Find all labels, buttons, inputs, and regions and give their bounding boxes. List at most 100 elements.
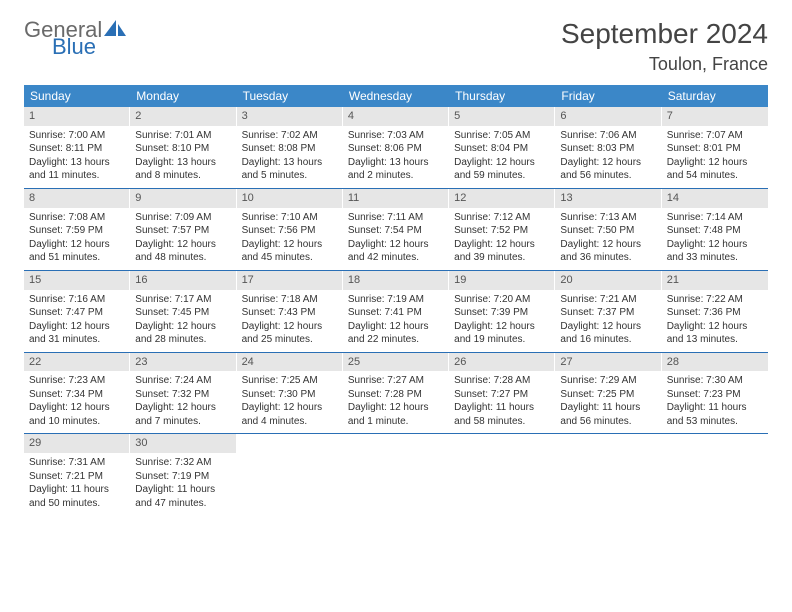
day-cell: 16Sunrise: 7:17 AMSunset: 7:45 PMDayligh…: [130, 271, 236, 352]
day-number: 7: [662, 107, 768, 126]
sunset-text: Sunset: 7:27 PM: [454, 388, 550, 402]
daylight-text: Daylight: 12 hours and 16 minutes.: [560, 320, 656, 347]
sunrise-text: Sunrise: 7:19 AM: [348, 293, 444, 307]
sunrise-text: Sunrise: 7:32 AM: [135, 456, 231, 470]
sunset-text: Sunset: 7:21 PM: [29, 470, 125, 484]
day-body: Sunrise: 7:21 AMSunset: 7:37 PMDaylight:…: [555, 290, 661, 352]
daylight-text: Daylight: 12 hours and 54 minutes.: [667, 156, 763, 183]
day-body: Sunrise: 7:17 AMSunset: 7:45 PMDaylight:…: [130, 290, 236, 352]
daylight-text: Daylight: 12 hours and 33 minutes.: [667, 238, 763, 265]
day-body: Sunrise: 7:10 AMSunset: 7:56 PMDaylight:…: [237, 208, 343, 270]
daylight-text: Daylight: 12 hours and 7 minutes.: [135, 401, 231, 428]
day-number: 2: [130, 107, 236, 126]
sunrise-text: Sunrise: 7:25 AM: [242, 374, 338, 388]
day-number: 27: [555, 353, 661, 372]
sunset-text: Sunset: 7:28 PM: [348, 388, 444, 402]
daylight-text: Daylight: 12 hours and 4 minutes.: [242, 401, 338, 428]
day-body: Sunrise: 7:02 AMSunset: 8:08 PMDaylight:…: [237, 126, 343, 188]
day-number: 9: [130, 189, 236, 208]
sunrise-text: Sunrise: 7:00 AM: [29, 129, 125, 143]
day-cell: 29Sunrise: 7:31 AMSunset: 7:21 PMDayligh…: [24, 434, 130, 515]
sunset-text: Sunset: 7:59 PM: [29, 224, 125, 238]
day-cell: 6Sunrise: 7:06 AMSunset: 8:03 PMDaylight…: [555, 107, 661, 188]
sunrise-text: Sunrise: 7:20 AM: [454, 293, 550, 307]
sunset-text: Sunset: 7:34 PM: [29, 388, 125, 402]
sunrise-text: Sunrise: 7:31 AM: [29, 456, 125, 470]
week-row: 15Sunrise: 7:16 AMSunset: 7:47 PMDayligh…: [24, 271, 768, 353]
day-body: Sunrise: 7:32 AMSunset: 7:19 PMDaylight:…: [130, 453, 236, 515]
day-cell: 10Sunrise: 7:10 AMSunset: 7:56 PMDayligh…: [237, 189, 343, 270]
sunset-text: Sunset: 7:37 PM: [560, 306, 656, 320]
sunrise-text: Sunrise: 7:13 AM: [560, 211, 656, 225]
sunrise-text: Sunrise: 7:05 AM: [454, 129, 550, 143]
day-cell: 8Sunrise: 7:08 AMSunset: 7:59 PMDaylight…: [24, 189, 130, 270]
day-cell: 14Sunrise: 7:14 AMSunset: 7:48 PMDayligh…: [662, 189, 768, 270]
sunrise-text: Sunrise: 7:14 AM: [667, 211, 763, 225]
sunset-text: Sunset: 8:03 PM: [560, 142, 656, 156]
day-body: Sunrise: 7:18 AMSunset: 7:43 PMDaylight:…: [237, 290, 343, 352]
daylight-text: Daylight: 12 hours and 31 minutes.: [29, 320, 125, 347]
sunrise-text: Sunrise: 7:22 AM: [667, 293, 763, 307]
sunset-text: Sunset: 8:06 PM: [348, 142, 444, 156]
sunset-text: Sunset: 7:52 PM: [454, 224, 550, 238]
day-cell: 9Sunrise: 7:09 AMSunset: 7:57 PMDaylight…: [130, 189, 236, 270]
week-row: 8Sunrise: 7:08 AMSunset: 7:59 PMDaylight…: [24, 189, 768, 271]
day-number: 18: [343, 271, 449, 290]
day-number: 15: [24, 271, 130, 290]
sunrise-text: Sunrise: 7:07 AM: [667, 129, 763, 143]
sunset-text: Sunset: 7:56 PM: [242, 224, 338, 238]
daylight-text: Daylight: 12 hours and 10 minutes.: [29, 401, 125, 428]
day-number: 12: [449, 189, 555, 208]
sunrise-text: Sunrise: 7:10 AM: [242, 211, 338, 225]
daylight-text: Daylight: 12 hours and 28 minutes.: [135, 320, 231, 347]
daylight-text: Daylight: 12 hours and 59 minutes.: [454, 156, 550, 183]
sunrise-text: Sunrise: 7:01 AM: [135, 129, 231, 143]
sunset-text: Sunset: 7:54 PM: [348, 224, 444, 238]
day-cell: 7Sunrise: 7:07 AMSunset: 8:01 PMDaylight…: [662, 107, 768, 188]
day-body: Sunrise: 7:27 AMSunset: 7:28 PMDaylight:…: [343, 371, 449, 433]
sunset-text: Sunset: 7:19 PM: [135, 470, 231, 484]
sunset-text: Sunset: 7:36 PM: [667, 306, 763, 320]
sunrise-text: Sunrise: 7:24 AM: [135, 374, 231, 388]
daylight-text: Daylight: 12 hours and 22 minutes.: [348, 320, 444, 347]
day-body: Sunrise: 7:31 AMSunset: 7:21 PMDaylight:…: [24, 453, 130, 515]
day-body: Sunrise: 7:30 AMSunset: 7:23 PMDaylight:…: [662, 371, 768, 433]
day-cell: 11Sunrise: 7:11 AMSunset: 7:54 PMDayligh…: [343, 189, 449, 270]
page-title: September 2024: [561, 18, 768, 50]
day-cell: 22Sunrise: 7:23 AMSunset: 7:34 PMDayligh…: [24, 353, 130, 434]
weekday-header: Wednesday: [343, 85, 449, 107]
sunrise-text: Sunrise: 7:21 AM: [560, 293, 656, 307]
day-cell: 27Sunrise: 7:29 AMSunset: 7:25 PMDayligh…: [555, 353, 661, 434]
sunset-text: Sunset: 7:39 PM: [454, 306, 550, 320]
sunrise-text: Sunrise: 7:09 AM: [135, 211, 231, 225]
daylight-text: Daylight: 11 hours and 58 minutes.: [454, 401, 550, 428]
day-number: 21: [662, 271, 768, 290]
day-cell: 13Sunrise: 7:13 AMSunset: 7:50 PMDayligh…: [555, 189, 661, 270]
day-cell: 21Sunrise: 7:22 AMSunset: 7:36 PMDayligh…: [662, 271, 768, 352]
sunrise-text: Sunrise: 7:28 AM: [454, 374, 550, 388]
day-cell: [449, 434, 555, 515]
sunset-text: Sunset: 7:25 PM: [560, 388, 656, 402]
day-cell: 19Sunrise: 7:20 AMSunset: 7:39 PMDayligh…: [449, 271, 555, 352]
day-number: 1: [24, 107, 130, 126]
day-cell: 4Sunrise: 7:03 AMSunset: 8:06 PMDaylight…: [343, 107, 449, 188]
daylight-text: Daylight: 12 hours and 25 minutes.: [242, 320, 338, 347]
location: Toulon, France: [561, 54, 768, 75]
day-body: Sunrise: 7:07 AMSunset: 8:01 PMDaylight:…: [662, 126, 768, 188]
day-body: Sunrise: 7:23 AMSunset: 7:34 PMDaylight:…: [24, 371, 130, 433]
sunset-text: Sunset: 8:08 PM: [242, 142, 338, 156]
day-cell: 30Sunrise: 7:32 AMSunset: 7:19 PMDayligh…: [130, 434, 236, 515]
day-number: 26: [449, 353, 555, 372]
day-number: 11: [343, 189, 449, 208]
sunrise-text: Sunrise: 7:29 AM: [560, 374, 656, 388]
day-cell: 3Sunrise: 7:02 AMSunset: 8:08 PMDaylight…: [237, 107, 343, 188]
day-number: 16: [130, 271, 236, 290]
day-number: 8: [24, 189, 130, 208]
weekday-header-row: SundayMondayTuesdayWednesdayThursdayFrid…: [24, 85, 768, 107]
day-number: 4: [343, 107, 449, 126]
day-number: 5: [449, 107, 555, 126]
sunrise-text: Sunrise: 7:16 AM: [29, 293, 125, 307]
day-body: Sunrise: 7:06 AMSunset: 8:03 PMDaylight:…: [555, 126, 661, 188]
day-cell: [343, 434, 449, 515]
sunset-text: Sunset: 7:41 PM: [348, 306, 444, 320]
